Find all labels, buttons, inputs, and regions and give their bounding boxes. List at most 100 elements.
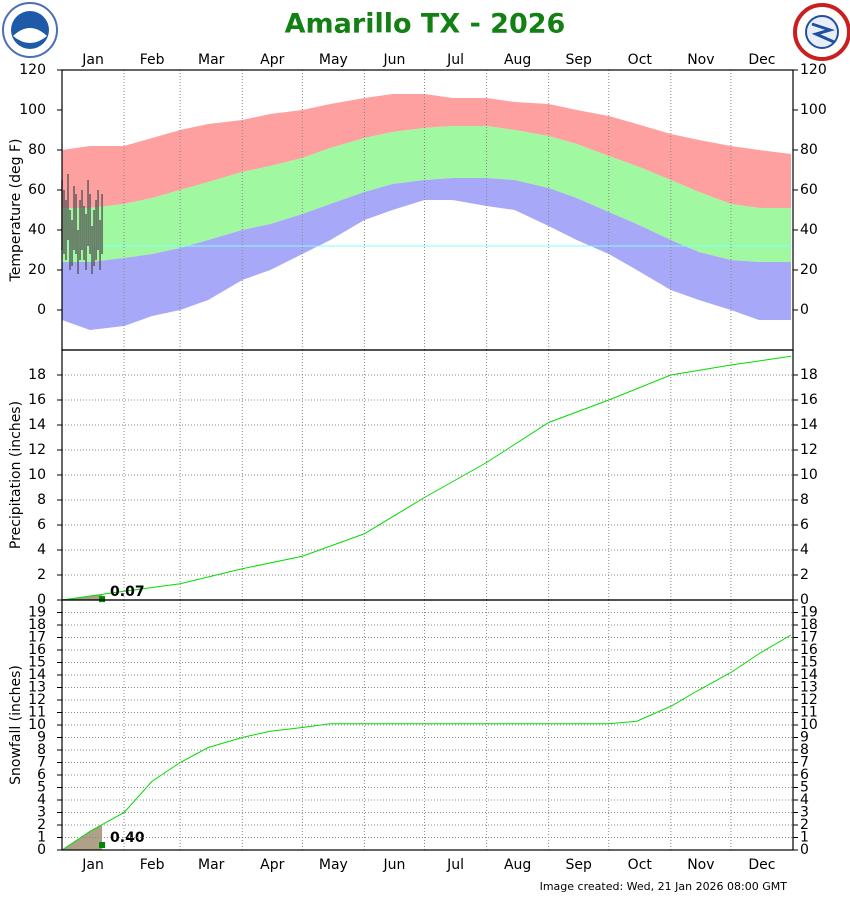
month-label-top: May bbox=[319, 52, 348, 68]
y-tick-label-right: 14 bbox=[800, 417, 818, 433]
observed-bar bbox=[99, 220, 101, 270]
observed-label: 0.07 bbox=[110, 584, 145, 600]
y-tick-label: 2 bbox=[37, 817, 46, 833]
month-label-top: Jul bbox=[446, 52, 464, 68]
y-tick-label-right: 16 bbox=[800, 642, 818, 658]
normal-line bbox=[61, 634, 792, 851]
y-tick-label-right: 60 bbox=[800, 182, 818, 198]
y-tick-label-right: 3 bbox=[800, 805, 809, 821]
record-high-band bbox=[62, 94, 791, 208]
observed-bar bbox=[63, 190, 65, 254]
month-label-top: Dec bbox=[748, 52, 775, 68]
y-tick-label: 15 bbox=[28, 655, 46, 671]
y-tick-label: 8 bbox=[37, 742, 46, 758]
y-tick-label: 16 bbox=[28, 642, 46, 658]
month-label-bottom: Dec bbox=[748, 857, 775, 873]
y-tick-label: 0 bbox=[37, 302, 46, 318]
observed-marker bbox=[99, 842, 106, 848]
y-tick-label: 19 bbox=[28, 605, 46, 621]
nws-logo bbox=[793, 3, 850, 61]
y-tick-label: 3 bbox=[37, 805, 46, 821]
y-tick-label-right: 12 bbox=[800, 442, 818, 458]
observed-bar bbox=[67, 174, 69, 240]
y-tick-label-right: 17 bbox=[800, 630, 818, 646]
observed-bar bbox=[77, 230, 79, 274]
y-tick-label-right: 6 bbox=[800, 517, 809, 533]
observed-bar bbox=[95, 200, 97, 260]
y-tick-label: 10 bbox=[28, 717, 46, 733]
y-tick-label: 8 bbox=[37, 492, 46, 508]
y-tick-label: 10 bbox=[28, 467, 46, 483]
y-tick-label: 100 bbox=[19, 102, 46, 118]
month-label-bottom: Nov bbox=[687, 857, 714, 873]
footer-note: Image created: Wed, 21 Jan 2026 08:00 GM… bbox=[540, 880, 788, 893]
y-tick-label: 12 bbox=[28, 442, 46, 458]
y-tick-label-right: 2 bbox=[800, 817, 809, 833]
y-tick-label-right: 12 bbox=[800, 692, 818, 708]
y-tick-label: 9 bbox=[37, 730, 46, 746]
month-label-top: Oct bbox=[628, 52, 653, 68]
y-tick-label-right: 11 bbox=[800, 705, 818, 721]
month-label-top: Apr bbox=[260, 52, 284, 68]
month-label-top: Jan bbox=[81, 52, 104, 68]
y-tick-label-right: 7 bbox=[800, 755, 809, 771]
y-tick-label-right: 20 bbox=[800, 262, 818, 278]
month-label-top: Mar bbox=[198, 52, 225, 68]
y-tick-label: 0 bbox=[37, 592, 46, 608]
y-tick-label-right: 0 bbox=[800, 302, 809, 318]
observed-bar bbox=[91, 226, 93, 274]
observed-bar bbox=[83, 206, 85, 260]
month-label-top: Feb bbox=[140, 52, 165, 68]
y-tick-label-right: 8 bbox=[800, 492, 809, 508]
y-tick-label-right: 15 bbox=[800, 655, 818, 671]
y-tick-label-right: 100 bbox=[800, 102, 827, 118]
month-label-bottom: Feb bbox=[140, 857, 165, 873]
y-tick-label: 12 bbox=[28, 692, 46, 708]
y-tick-label: 2 bbox=[37, 567, 46, 583]
observed-bar bbox=[65, 200, 67, 260]
y-tick-label: 60 bbox=[28, 182, 46, 198]
y-tick-label-right: 16 bbox=[800, 392, 818, 408]
month-label-bottom: Oct bbox=[628, 857, 653, 873]
observed-bar bbox=[85, 214, 87, 270]
y-tick-label-right: 0 bbox=[800, 592, 809, 608]
y-tick-label-right: 18 bbox=[800, 367, 818, 383]
y-tick-label-right: 18 bbox=[800, 617, 818, 633]
observed-bar bbox=[71, 220, 73, 266]
y-tick-label-right: 13 bbox=[800, 680, 818, 696]
month-label-bottom: Jul bbox=[446, 857, 464, 873]
month-label-top: Aug bbox=[504, 52, 531, 68]
month-label-bottom: Mar bbox=[198, 857, 225, 873]
month-label-bottom: Jan bbox=[81, 857, 104, 873]
observed-bar bbox=[101, 194, 103, 254]
y-tick-label: 14 bbox=[28, 417, 46, 433]
observed-bar bbox=[93, 210, 95, 266]
month-label-top: Jun bbox=[383, 52, 406, 68]
y-tick-label: 18 bbox=[28, 617, 46, 633]
y-tick-label-right: 19 bbox=[800, 605, 818, 621]
observed-marker bbox=[99, 596, 106, 603]
y-tick-label-right: 10 bbox=[800, 717, 818, 733]
y-tick-label-right: 2 bbox=[800, 567, 809, 583]
y-tick-label: 6 bbox=[37, 517, 46, 533]
y-tick-label: 14 bbox=[28, 667, 46, 683]
chart-title: Amarillo TX - 2026 bbox=[285, 9, 566, 40]
y-tick-label-right: 8 bbox=[800, 742, 809, 758]
noaa-logo bbox=[2, 2, 58, 58]
normal-line bbox=[61, 355, 792, 601]
y-tick-label: 40 bbox=[28, 222, 46, 238]
y-tick-label: 120 bbox=[19, 62, 46, 78]
y-axis-label: Temperature (deg F) bbox=[8, 139, 24, 283]
observed-bar bbox=[81, 190, 83, 250]
y-tick-label: 6 bbox=[37, 767, 46, 783]
month-label-top: Nov bbox=[687, 52, 714, 68]
observed-bar bbox=[69, 210, 71, 270]
y-tick-label: 1 bbox=[37, 830, 46, 846]
y-tick-label: 20 bbox=[28, 262, 46, 278]
y-tick-label: 5 bbox=[37, 780, 46, 796]
observed-bar bbox=[79, 200, 81, 260]
y-tick-label: 11 bbox=[28, 705, 46, 721]
observed-bar bbox=[87, 180, 89, 246]
y-tick-label: 4 bbox=[37, 792, 46, 808]
